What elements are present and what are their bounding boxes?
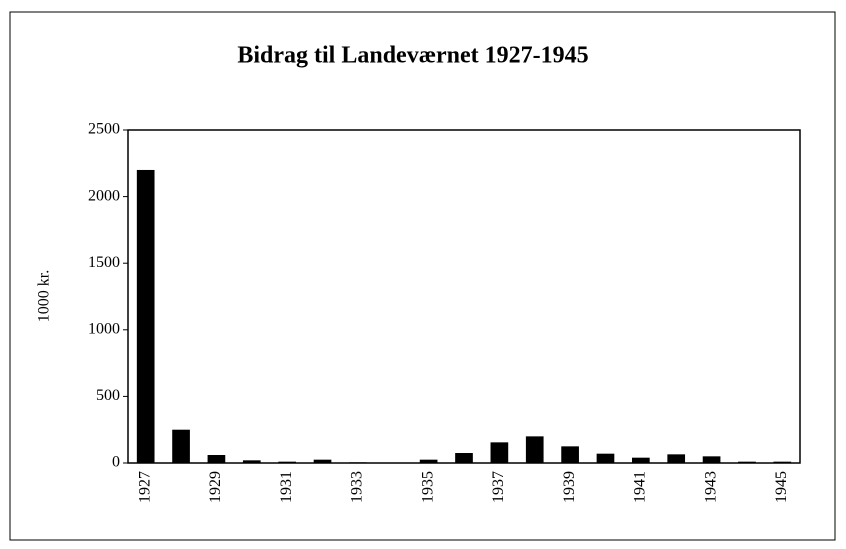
y-axis-label: 1000 kr.	[36, 270, 53, 322]
bar	[738, 461, 756, 463]
y-tick-label: 0	[112, 454, 120, 471]
x-tick-label: 1939	[561, 471, 578, 503]
bar	[455, 453, 473, 463]
bar	[632, 457, 650, 463]
plot-area	[127, 129, 801, 464]
x-tick-label: 1943	[702, 471, 719, 503]
x-tick-label: 1941	[632, 471, 649, 503]
bar	[596, 453, 615, 463]
y-tick-label: 1500	[88, 254, 120, 271]
x-tick-label: 1945	[773, 471, 790, 503]
chart-title: Bidrag til Landeværnet 1927-1945	[237, 43, 588, 69]
bar	[667, 454, 686, 463]
x-tick-label: 1931	[278, 471, 295, 503]
x-tick-label: 1927	[136, 471, 153, 503]
bar	[773, 461, 792, 463]
bar	[172, 429, 190, 463]
bar	[525, 436, 544, 463]
bar	[242, 460, 261, 463]
x-tick-label: 1929	[207, 471, 224, 503]
x-tick-label: 1937	[490, 471, 507, 503]
bar	[349, 462, 367, 463]
x-tick-label: 1935	[419, 471, 436, 503]
bar	[278, 461, 296, 463]
y-tick-label: 1000	[88, 320, 120, 337]
bar	[490, 442, 509, 463]
y-tick-label: 500	[96, 387, 120, 404]
bar	[419, 459, 438, 463]
bar	[136, 169, 155, 463]
y-tick-label: 2500	[88, 121, 120, 138]
y-tick-label: 2000	[88, 187, 120, 204]
bar	[207, 455, 226, 463]
chart-frame	[9, 11, 836, 541]
x-tick-label: 1933	[349, 471, 366, 503]
bar	[561, 446, 579, 463]
bar	[702, 456, 721, 463]
bar	[313, 459, 332, 463]
